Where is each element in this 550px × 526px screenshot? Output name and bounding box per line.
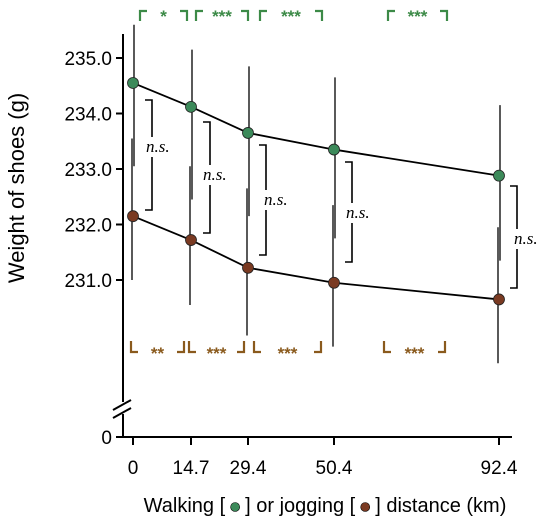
- sig-label-bottom: ***: [207, 344, 227, 363]
- sig-bracket-bottom-left: [252, 341, 261, 354]
- ns-label-bg: [143, 137, 180, 157]
- sig-bracket-bottom-right: [438, 341, 447, 354]
- y-axis-title-group: Weight of shoes (g): [4, 93, 29, 283]
- legend-marker-walking: [230, 502, 240, 512]
- point-walking: [493, 169, 505, 182]
- ns-label-bg: [200, 165, 237, 185]
- axis-break-mark-1: [112, 399, 132, 411]
- legend-marker-jogging: [360, 502, 371, 512]
- sig-bracket-top-left: [386, 9, 395, 21]
- y-tick-label: 232.0: [64, 216, 112, 237]
- x-tick-label: 0: [128, 458, 139, 479]
- y-tick-label: 234.0: [64, 105, 112, 126]
- x-tick-label: 50.4: [316, 458, 353, 479]
- y-tick-label: 235.0: [64, 49, 112, 70]
- axes: 231.0 232.0 233.0 234.0 235.0 00 14.7 29.4 50.4 9…: [64, 34, 518, 479]
- sig-label-top: ***: [212, 7, 232, 26]
- sig-bracket-bottom-left: [382, 341, 391, 354]
- point-jogging: [185, 234, 197, 246]
- x-tick-label: 29.4: [230, 458, 267, 479]
- ns-label: n.s.: [203, 165, 227, 184]
- ns-label: n.s.: [264, 190, 288, 209]
- sig-label-top: ***: [408, 7, 428, 26]
- ns-comparisons: n.s. n.s. n.s. n.s. n.s.: [143, 99, 548, 289]
- sig-bracket-top-right: [180, 9, 189, 21]
- sig-bracket-bottom-left: [129, 341, 138, 354]
- sig-bracket-bottom-right: [177, 341, 186, 354]
- axis-break-mark-2: [112, 407, 132, 419]
- sig-label-bottom: **: [151, 344, 165, 363]
- series-lines: [132, 82, 500, 301]
- series-line-walking: [132, 82, 500, 177]
- ns-label-bg: [343, 203, 380, 223]
- x-title-part: ] distance (km): [375, 495, 506, 517]
- x-title-part: Walking [: [144, 495, 226, 517]
- point-jogging: [328, 276, 340, 289]
- sig-bracket-top-left: [138, 9, 147, 21]
- x-title-part: ] or jogging [: [245, 495, 356, 517]
- ns-label: n.s.: [346, 203, 370, 222]
- sig-bracket-top-left: [194, 9, 203, 21]
- x-axis-title-text: Walking [ ] or jogging [ ] distance (km): [144, 495, 507, 517]
- sig-bracket-bottom-right: [314, 341, 323, 354]
- x-tick-label: 92.4: [481, 458, 518, 479]
- x-tick-label: 14.7: [173, 458, 210, 479]
- sig-bracket-bottom-right: [237, 341, 246, 354]
- ns-label: n.s.: [514, 229, 538, 248]
- point-walking: [185, 100, 197, 113]
- data-points: [127, 77, 505, 306]
- sig-label-bottom: ***: [405, 344, 425, 363]
- significance-top: * *** *** ***: [138, 7, 449, 26]
- y-tick-label-zero: 0: [101, 428, 112, 449]
- ns-label-bg: [511, 229, 548, 249]
- y-tick-label: 233.0: [64, 160, 112, 181]
- sig-bracket-top-right: [315, 9, 324, 21]
- series-line-jogging: [132, 215, 500, 301]
- ns-label-bg: [261, 190, 298, 210]
- sig-label-top: ***: [281, 7, 301, 26]
- ns-label: n.s.: [146, 137, 170, 156]
- sig-bracket-top-left: [258, 9, 267, 21]
- sig-label-bottom: ***: [278, 344, 298, 363]
- y-tick-label: 231.0: [64, 271, 112, 292]
- sig-bracket-top-right: [440, 9, 449, 21]
- point-jogging: [493, 293, 505, 306]
- sig-bracket-bottom-left: [187, 341, 196, 354]
- point-walking: [242, 127, 254, 139]
- point-walking: [127, 77, 139, 89]
- sig-bracket-top-right: [241, 9, 250, 21]
- y-axis-title: Weight of shoes (g): [4, 93, 29, 283]
- point-jogging: [242, 261, 254, 274]
- point-walking: [328, 143, 340, 156]
- significance-bottom: ** *** *** ***: [129, 341, 447, 363]
- error-bars: [131, 24, 501, 364]
- point-jogging: [127, 210, 139, 223]
- sig-label-top: *: [160, 7, 167, 26]
- x-axis-title: Walking [ ] or jogging [ ] distance (km): [144, 495, 507, 517]
